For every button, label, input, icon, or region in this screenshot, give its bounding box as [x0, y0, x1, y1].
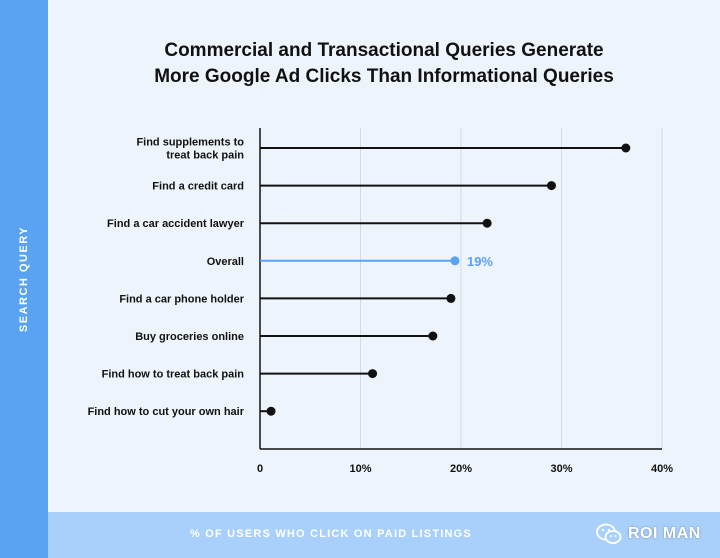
lollipop-point	[450, 256, 460, 266]
category-label: Find a car accident lawyer	[107, 218, 245, 230]
category-label: Find how to cut your own hair	[88, 406, 245, 418]
lollipop-point	[428, 331, 438, 341]
watermark-text: ROI MAN	[628, 525, 701, 542]
category-label: Find supplements to	[136, 137, 244, 149]
category-label: Buy groceries online	[135, 331, 244, 343]
chart-title: Commercial and Transactional Queries Gen…	[48, 38, 720, 90]
x-axis-title: % OF USERS WHO CLICK ON PAID LISTINGS	[190, 528, 472, 540]
watermark: ROI MAN	[596, 518, 701, 550]
x-tick-label: 10%	[349, 463, 371, 475]
lollipop-point	[482, 218, 492, 228]
x-tick-label: 40%	[651, 463, 673, 475]
category-label: treat back pain	[166, 150, 244, 162]
category-label: Find how to treat back pain	[102, 369, 245, 381]
y-axis-band	[0, 0, 48, 558]
lollipop-point	[446, 293, 456, 303]
chart-title-line-1: Commercial and Transactional Queries Gen…	[164, 40, 604, 61]
lollipop-point	[621, 143, 631, 153]
lollipop-point	[546, 181, 556, 191]
chart-title-line-2: More Google Ad Clicks Than Informational…	[154, 66, 614, 87]
lollipop-point	[266, 406, 276, 416]
category-label: Overall	[207, 256, 244, 268]
category-label: Find a car phone holder	[119, 293, 244, 305]
x-tick-label: 30%	[550, 463, 572, 475]
x-tick-label: 20%	[450, 463, 472, 475]
category-label: Find a credit card	[152, 181, 244, 193]
data-label: 19%	[467, 254, 493, 269]
lollipop-point	[368, 369, 378, 379]
x-tick-label: 0	[257, 463, 263, 475]
wechat-icon	[596, 523, 622, 544]
